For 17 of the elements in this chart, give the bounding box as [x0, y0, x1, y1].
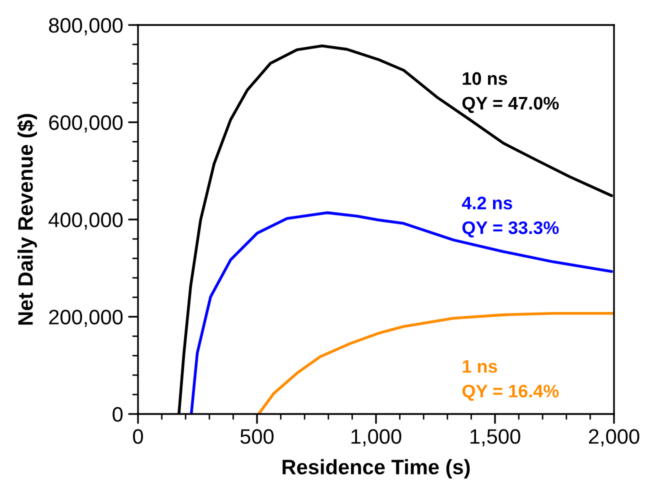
- y-tick-label: 200,000: [49, 310, 123, 327]
- series-label: 10 ns QY = 47.0%: [462, 72, 559, 113]
- line-series: [190, 211, 614, 414]
- y-tick-label: 600,000: [49, 115, 123, 132]
- y-axis-title: Net Daily Revenue ($): [17, 114, 38, 325]
- y-tick-label: 800,000: [49, 18, 123, 36]
- series-label: 4.2 ns QY = 33.3%: [462, 196, 559, 238]
- line-series: [257, 312, 614, 414]
- x-tick-label: 0: [133, 429, 143, 444]
- x-tick-label: 1,000: [352, 429, 402, 446]
- x-tick-label: 2,000: [588, 429, 640, 446]
- text: 1 ns QY = 16.4%: [462, 360, 559, 401]
- x-axis-title: Residence Time (s): [282, 459, 470, 479]
- y-tick-label: 0: [112, 407, 123, 422]
- x-tick-label: 1,500: [470, 429, 520, 446]
- y-tick-label: 400,000: [48, 212, 123, 230]
- x-tick-label: 500: [240, 429, 274, 444]
